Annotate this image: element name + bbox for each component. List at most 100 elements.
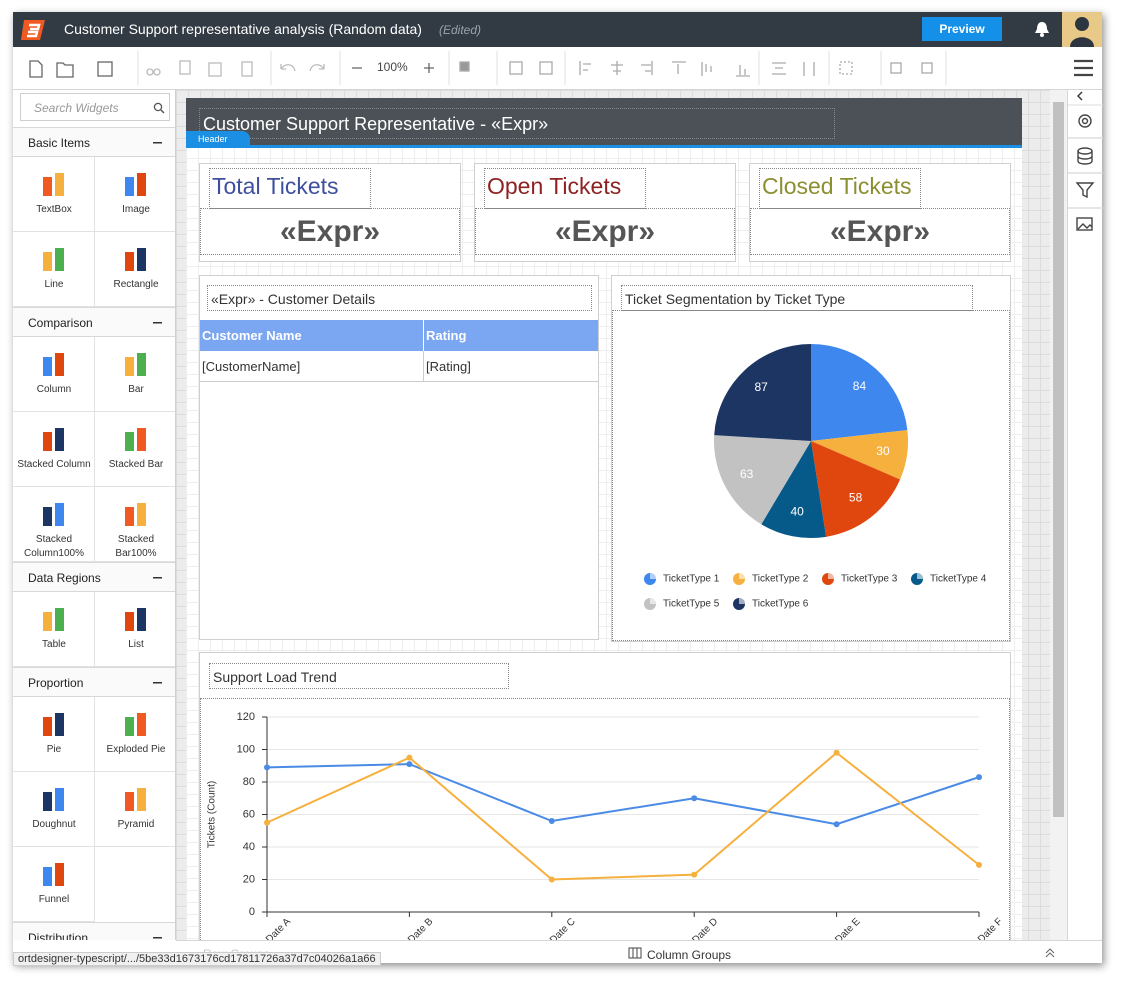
filter-icon[interactable]: [1075, 182, 1095, 199]
icon-shape: [55, 713, 64, 736]
icon-shape: [43, 717, 52, 736]
column-header: Rating: [426, 328, 467, 343]
widget-label: Stacked Column: [17, 459, 91, 470]
table-header-row: Customer Name Rating: [200, 320, 598, 351]
toolbar-icons: [29, 51, 1093, 85]
collapse-icon[interactable]: [153, 141, 163, 145]
collapse-bar: [153, 322, 162, 324]
group-header: Proportion: [13, 667, 175, 697]
widget-label: Pyramid: [117, 819, 155, 830]
widget-item[interactable]: Image: [95, 157, 175, 232]
scroll-thumb[interactable]: [1053, 102, 1064, 817]
notifications-icon[interactable]: [1034, 20, 1050, 38]
collapse-icon[interactable]: [1077, 91, 1083, 101]
collapse-icon[interactable]: [153, 936, 163, 940]
collapse-bar: [153, 577, 162, 579]
icon-shape: [125, 432, 134, 451]
widget-item[interactable]: Stacked Bar100%: [95, 487, 175, 562]
icon-shape: [137, 788, 146, 811]
logo[interactable]: [19, 17, 49, 43]
top-bar: Customer Support representative analysis…: [13, 12, 1102, 47]
toolbar: 100%: [13, 47, 1102, 90]
save-icon[interactable]: [97, 61, 113, 77]
icon-shape: [125, 357, 134, 376]
settings-icon[interactable]: [1078, 114, 1092, 128]
scrollbar[interactable]: [1050, 90, 1067, 940]
line-point: [691, 871, 698, 878]
widget-item[interactable]: Rectangle: [95, 232, 175, 307]
slice-label: 30: [876, 444, 890, 458]
open-icon[interactable]: [56, 62, 74, 78]
new-icon[interactable]: [29, 60, 43, 78]
widget-icon: [43, 713, 64, 736]
widget-item[interactable]: TextBox: [13, 157, 95, 232]
legend-swatch-cut: [739, 573, 745, 579]
y-axis-label: Tickets (Count): [207, 781, 218, 848]
widget-item[interactable]: Doughnut: [13, 772, 95, 847]
header-title: Customer Support Representative - «Expr»: [199, 108, 835, 139]
collapse-icon[interactable]: [153, 681, 163, 685]
widget-item[interactable]: Pyramid: [95, 772, 175, 847]
zoom-level: 100%: [377, 60, 408, 74]
widget-item[interactable]: Bar: [95, 337, 175, 412]
y-tick-label: 80: [243, 776, 255, 788]
url-tooltip: ortdesigner-typescript/.../5be33d1673176…: [13, 952, 381, 966]
widget-icon: [43, 353, 64, 376]
preview-button[interactable]: Preview: [922, 17, 1002, 41]
line-point: [976, 774, 982, 781]
legend-swatch-cut: [917, 573, 923, 579]
kpi-title: Closed Tickets: [759, 168, 921, 209]
group-header: Basic Items: [13, 127, 175, 157]
widget-item[interactable]: Funnel: [13, 847, 95, 922]
widget-item[interactable]: Stacked Column100%: [13, 487, 95, 562]
widget-item[interactable]: Stacked Bar: [95, 412, 175, 487]
widget-label: Pie: [46, 744, 62, 755]
widget-item[interactable]: Exploded Pie: [95, 697, 175, 772]
header-tab[interactable]: Header: [186, 131, 250, 148]
image-icon[interactable]: [1076, 217, 1093, 231]
widget-icon: [125, 248, 146, 271]
user-avatar[interactable]: [1062, 12, 1102, 47]
pie-slice: [714, 344, 811, 441]
legend-label: TicketType 6: [752, 599, 809, 610]
kpi-title: Total Tickets: [209, 168, 371, 209]
column-groups[interactable]: Column Groups: [647, 948, 732, 962]
expand-icon[interactable]: [1044, 947, 1056, 959]
slice-label: 58: [849, 491, 863, 505]
widget-item[interactable]: Table: [13, 592, 95, 667]
group-header: Data Regions: [13, 562, 175, 592]
kpi-value: «Expr»: [200, 208, 460, 255]
icon-shape: [55, 788, 64, 811]
widget-label: Image: [122, 204, 150, 215]
search-box[interactable]: Search Widgets: [20, 93, 170, 121]
legend-swatch-cut: [828, 573, 834, 579]
search-placeholder: Search Widgets: [34, 101, 119, 115]
widget-item[interactable]: Line: [13, 232, 95, 307]
group-title: Comparison: [28, 316, 93, 330]
widget-icon: [43, 173, 64, 196]
collapse-icon[interactable]: [153, 321, 163, 325]
pie-slice: [811, 430, 908, 480]
menu-icon[interactable]: [1074, 59, 1093, 77]
icon-shape: [43, 792, 52, 811]
widget-item[interactable]: Column: [13, 337, 95, 412]
pie-panel: Ticket Segmentation by Ticket Type 84 30 5…: [611, 275, 1011, 642]
right-panel: [1067, 90, 1103, 940]
widget-icon: [125, 503, 146, 526]
collapse-bar: [153, 142, 162, 144]
slice-label: 87: [754, 380, 768, 394]
collapse-icon[interactable]: [153, 576, 163, 580]
line-point: [264, 819, 270, 826]
widget-item[interactable]: Stacked Column: [13, 412, 95, 487]
table-panel: «Expr» - Customer Details Customer Name …: [199, 275, 599, 640]
widget-icon: [125, 353, 146, 376]
widget-item[interactable]: List: [95, 592, 175, 667]
line-point: [406, 761, 413, 768]
table-title: «Expr» - Customer Details: [207, 285, 592, 311]
y-tick-label: 100: [237, 743, 255, 755]
widget-icon: [43, 788, 64, 811]
icon-shape: [55, 863, 64, 886]
data-icon[interactable]: [1077, 147, 1093, 165]
widget-item[interactable]: Pie: [13, 697, 95, 772]
